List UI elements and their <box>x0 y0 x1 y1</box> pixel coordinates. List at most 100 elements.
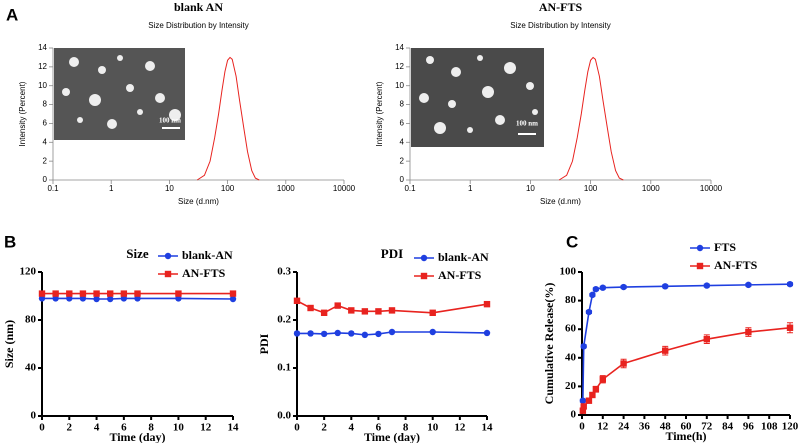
x-tick-label: 0 <box>579 421 585 433</box>
marker <box>483 300 491 308</box>
marker <box>589 291 596 299</box>
y-tick-label: 0.0 <box>277 410 291 422</box>
y-tick-label: 8 <box>43 100 48 109</box>
x-tick-label: 8 <box>403 422 409 434</box>
y-tick-label: 14 <box>395 43 404 52</box>
series-line <box>558 56 624 181</box>
marker <box>388 328 396 336</box>
legend-label: AN-FTS <box>714 258 758 272</box>
marker <box>592 386 600 393</box>
x-tick-label: 100 <box>584 184 598 193</box>
legend-marker <box>696 262 704 270</box>
y-tick-label: 10 <box>38 81 47 90</box>
x-axis-label: Time (day) <box>109 430 165 443</box>
marker <box>66 290 73 297</box>
x-tick-label: 120 <box>782 421 799 433</box>
y-tick-label: 80 <box>565 294 577 306</box>
chart-title: AN-FTS <box>539 0 583 14</box>
series-line <box>297 331 488 336</box>
scale-label: 100 nm <box>516 120 538 128</box>
y-tick-label: 4 <box>43 137 48 146</box>
particles <box>419 55 538 134</box>
marker <box>592 285 600 293</box>
x-tick-label: 0.1 <box>47 184 59 193</box>
x-tick-label: 2 <box>67 422 73 434</box>
x-tick-label: 10 <box>173 422 185 434</box>
y-tick-label: 12 <box>395 62 404 71</box>
x-tick-label: 12 <box>597 421 609 433</box>
marker <box>93 290 100 297</box>
series-line <box>582 326 791 411</box>
y-tick-label: 2 <box>400 156 405 165</box>
x-tick-label: 6 <box>376 422 382 434</box>
x-tick-label: 2 <box>321 422 327 434</box>
y-tick-label: 0 <box>43 175 48 184</box>
marker <box>585 397 593 404</box>
legend-label: FTS <box>714 240 736 254</box>
legend-label: blank-AN <box>438 250 489 264</box>
y-tick-label: 4 <box>400 137 405 146</box>
x-tick-label: 100 <box>221 184 235 193</box>
marker <box>703 336 710 343</box>
x-axis-label: Time (day) <box>364 430 420 443</box>
y-tick-label: 0.2 <box>277 314 291 326</box>
y-tick-label: 0 <box>571 409 577 421</box>
series-line <box>42 297 234 300</box>
x-tick-label: 1 <box>468 184 473 193</box>
y-tick-label: 80 <box>25 314 37 326</box>
marker <box>483 329 491 337</box>
legend-marker <box>420 254 428 262</box>
marker <box>585 308 593 316</box>
marker <box>307 304 314 312</box>
x-tick-label: 1 <box>109 184 114 193</box>
panel-label: A <box>6 5 18 24</box>
particles <box>62 55 181 129</box>
inset-image <box>411 48 544 147</box>
marker <box>348 330 355 337</box>
chart-title: Size <box>126 246 149 261</box>
y-tick-label: 10 <box>395 81 404 90</box>
marker <box>52 290 59 297</box>
marker <box>134 290 141 297</box>
y-axis-label: Cumulative Release(%) <box>542 283 556 405</box>
x-tick-label: 6 <box>121 422 127 434</box>
marker <box>293 330 301 337</box>
chart-title: blank AN <box>174 0 223 14</box>
marker <box>599 284 606 291</box>
marker <box>662 347 669 354</box>
marker <box>375 308 382 315</box>
y-tick-label: 6 <box>43 119 48 128</box>
x-tick-label: 10 <box>427 422 439 434</box>
marker <box>307 330 314 337</box>
y-tick-label: 8 <box>400 100 405 109</box>
chart-subtitle: Size Distribution by Intensity <box>510 21 611 30</box>
x-tick-label: 10 <box>165 184 174 193</box>
x-tick-label: 4 <box>94 422 100 434</box>
y-axis-label: Size (nm) <box>2 320 16 368</box>
y-tick-label: 0 <box>31 410 37 422</box>
marker <box>579 407 587 414</box>
marker <box>320 309 328 316</box>
y-tick-label: 2 <box>43 156 48 165</box>
panel-label: B <box>4 232 16 251</box>
marker <box>579 397 587 404</box>
marker <box>786 324 794 331</box>
chart-title: PDI <box>381 246 403 261</box>
legend-marker <box>696 244 704 252</box>
marker <box>745 281 752 289</box>
y-axis-label: PDI <box>257 333 271 354</box>
y-tick-label: 120 <box>20 266 37 278</box>
marker <box>620 283 627 291</box>
marker <box>388 307 396 314</box>
x-tick-label: 84 <box>722 421 734 433</box>
x-tick-label: 36 <box>639 421 651 433</box>
series-line <box>296 300 488 314</box>
series-line <box>582 283 791 401</box>
x-tick-label: 14 <box>228 422 240 434</box>
marker <box>93 295 100 303</box>
marker <box>361 308 369 315</box>
x-tick-label: 1000 <box>277 184 295 193</box>
y-tick-label: 40 <box>565 351 577 363</box>
marker <box>229 290 237 297</box>
